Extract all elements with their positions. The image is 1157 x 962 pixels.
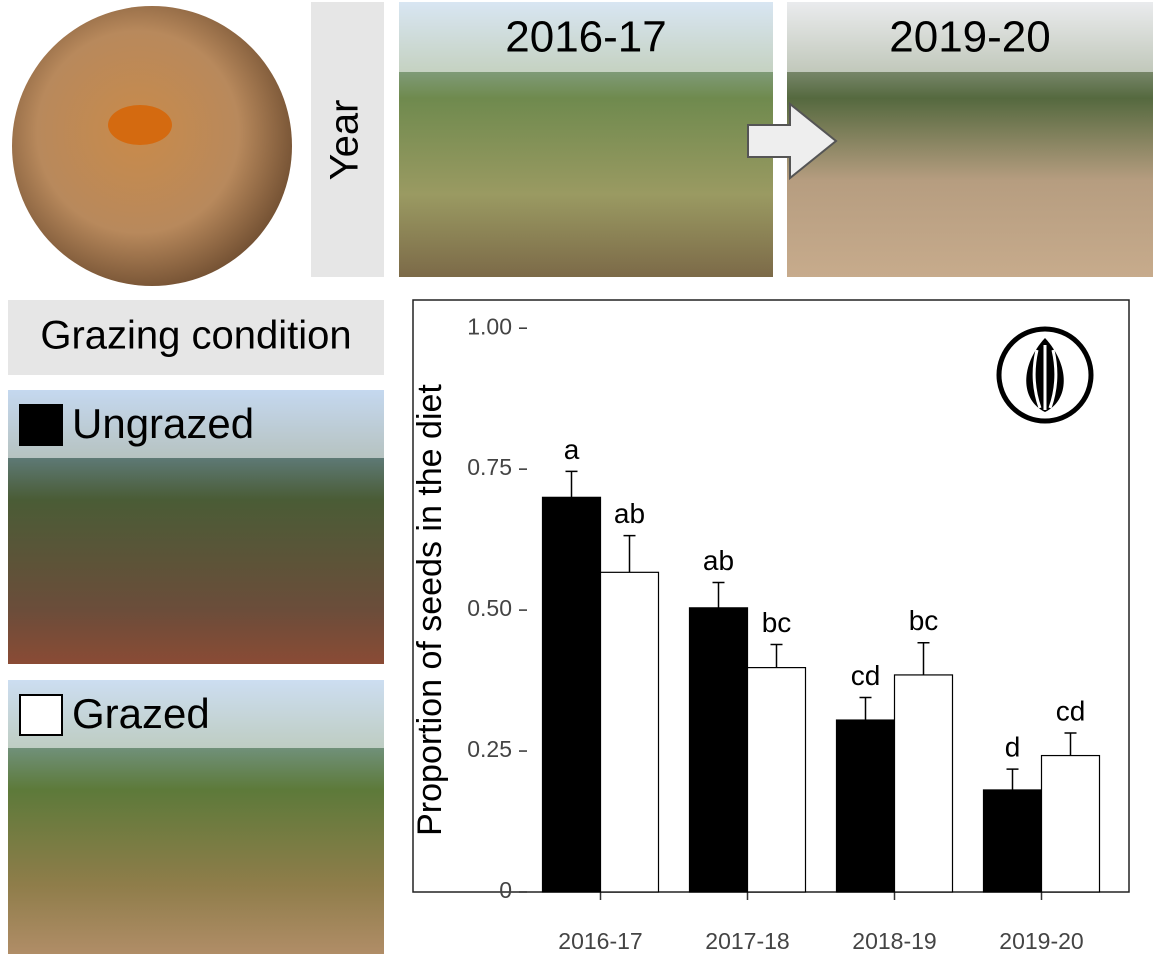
grazing-box [8, 300, 384, 375]
legend-swatch [19, 404, 63, 446]
ant-photo [12, 6, 292, 286]
y-tick-label: 0 [499, 877, 512, 903]
error-bar [859, 696, 872, 721]
legend-label: Ungrazed [72, 400, 254, 447]
y-tick-label: 0.50 [467, 595, 512, 621]
y-axis-label: Proportion of seeds in the diet [411, 384, 449, 836]
error-bar [565, 470, 578, 498]
seed-icon [996, 326, 1094, 424]
photo-label-band [399, 2, 773, 72]
ant [108, 105, 172, 145]
bar [688, 607, 749, 893]
photo-label-band [787, 2, 1153, 72]
error-bar [1064, 732, 1077, 756]
year-box [311, 2, 384, 277]
legend-band [8, 390, 384, 458]
bar [746, 667, 807, 893]
x-tick-label: 2019-20 [999, 928, 1083, 954]
y-tick-label: 0.75 [467, 454, 512, 480]
arrow [747, 101, 838, 181]
bar [541, 496, 602, 893]
significance-letter: ab [614, 498, 645, 529]
x-tick-label: 2017-18 [705, 928, 789, 954]
significance-letter: ab [703, 545, 734, 576]
bar [599, 571, 660, 893]
photo-year: 2019-20 [889, 13, 1050, 62]
error-bar [1006, 768, 1019, 790]
y-tick-label: 0.25 [467, 736, 512, 762]
x-tick-label: 2016-17 [558, 928, 642, 954]
error-bar [623, 534, 636, 573]
grazing-label: Grazing condition [40, 314, 351, 358]
error-bar [770, 643, 783, 668]
x-tick-label: 2018-19 [852, 928, 936, 954]
bar [1040, 754, 1101, 893]
significance-letter: cd [851, 660, 881, 691]
legend-band [8, 680, 384, 748]
photo-year: 2016-17 [505, 13, 666, 62]
significance-letter: a [564, 434, 580, 465]
error-bar [917, 642, 930, 675]
significance-letter: d [1005, 731, 1021, 762]
bar [893, 674, 954, 893]
significance-letter: cd [1056, 695, 1086, 726]
year-label: Year [323, 100, 367, 181]
legend-label: Grazed [72, 690, 210, 737]
y-tick-label: 1.00 [467, 313, 512, 339]
significance-letter: bc [909, 605, 939, 636]
legend-swatch [19, 694, 63, 736]
bar [982, 789, 1043, 893]
error-bar [712, 581, 725, 608]
significance-letter: bc [762, 607, 792, 638]
bar [835, 719, 896, 893]
